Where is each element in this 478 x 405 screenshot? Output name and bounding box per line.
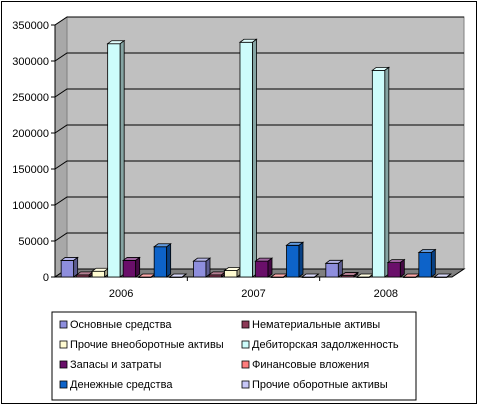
bar-front bbox=[107, 43, 121, 278]
bar-side bbox=[119, 39, 125, 278]
legend-swatch bbox=[59, 320, 68, 329]
legend-entry: Запасы и затраты bbox=[59, 359, 161, 371]
legend-label: Прочие внеоборотные активы bbox=[70, 339, 224, 351]
bar bbox=[152, 242, 172, 278]
bar-front bbox=[239, 41, 253, 278]
legend-swatch bbox=[59, 380, 68, 389]
y-tick-label: 0 bbox=[43, 272, 49, 284]
bar-front bbox=[387, 262, 401, 278]
legend-label: Денежные средства bbox=[70, 379, 173, 391]
bar bbox=[300, 273, 320, 278]
y-gridline bbox=[54, 88, 464, 98]
bar bbox=[207, 271, 227, 278]
y-gridline bbox=[54, 160, 464, 170]
legend-entry: Финансовые вложения bbox=[241, 359, 369, 371]
x-tick-label: 2008 bbox=[374, 288, 398, 300]
y-gridline bbox=[54, 16, 464, 26]
bar-front bbox=[325, 262, 339, 278]
bar bbox=[340, 271, 360, 278]
legend: Основные средства Нематериальные активы Пр… bbox=[51, 311, 417, 401]
legend-entry: Прочие оборотные активы bbox=[241, 379, 388, 391]
bar bbox=[417, 248, 437, 278]
bar-front bbox=[193, 260, 207, 278]
legend-label: Финансовые вложения bbox=[252, 359, 369, 371]
bar-front bbox=[60, 260, 75, 278]
bar-side bbox=[298, 241, 304, 278]
legend-swatch bbox=[241, 320, 250, 329]
y-tick-label: 150000 bbox=[12, 164, 49, 176]
bar-side bbox=[353, 271, 359, 278]
y-tick-label: 200000 bbox=[12, 128, 49, 140]
plot-area: 0 50000 100000 150000 200000 250000 300000 3500… bbox=[12, 16, 466, 300]
bar-side bbox=[267, 257, 273, 278]
bar-side bbox=[399, 258, 405, 278]
y-tick-label: 50000 bbox=[18, 236, 49, 248]
bar bbox=[75, 271, 95, 278]
x-tick-label: 2007 bbox=[241, 288, 265, 300]
bar-side bbox=[135, 256, 141, 278]
bar-front bbox=[91, 270, 106, 278]
bar bbox=[269, 273, 289, 278]
plot-side-wall bbox=[54, 16, 68, 278]
legend-box bbox=[51, 311, 417, 401]
bar bbox=[433, 273, 453, 278]
bar bbox=[192, 257, 212, 278]
legend-entry: Денежные средства bbox=[59, 379, 173, 391]
bar-front bbox=[153, 246, 168, 278]
x-tick-label: 2006 bbox=[109, 288, 133, 300]
legend-label: Прочие оборотные активы bbox=[252, 379, 388, 391]
legend-entry: Нематериальные активы bbox=[241, 319, 380, 331]
bar bbox=[238, 38, 258, 278]
legend-swatch bbox=[241, 340, 250, 349]
bar bbox=[106, 39, 126, 278]
bar-side bbox=[166, 242, 172, 278]
bar bbox=[90, 267, 110, 278]
bar-front bbox=[224, 270, 238, 278]
bar-front bbox=[371, 69, 386, 278]
legend-label: Запасы и затраты bbox=[70, 359, 161, 371]
legend-swatch bbox=[241, 380, 250, 389]
y-tick-label: 250000 bbox=[12, 92, 49, 104]
bar-front bbox=[286, 244, 300, 278]
bar-front bbox=[255, 260, 269, 278]
legend-swatch bbox=[59, 360, 68, 369]
legend-entry: Основные средства bbox=[59, 319, 172, 331]
bar-side bbox=[181, 273, 187, 278]
y-gridline bbox=[54, 232, 464, 242]
plot-back-wall bbox=[66, 16, 465, 270]
bar-front bbox=[418, 252, 432, 278]
y-gridline bbox=[54, 196, 464, 206]
legend-entry: Дебиторская задолженность bbox=[241, 339, 399, 351]
bar-side bbox=[252, 38, 257, 278]
bar bbox=[223, 266, 243, 278]
bar bbox=[59, 256, 79, 278]
bar-side bbox=[314, 273, 319, 278]
legend-label: Дебиторская задолженность bbox=[252, 339, 399, 351]
bar-side bbox=[430, 248, 436, 278]
legend-swatch bbox=[59, 340, 68, 349]
bar bbox=[285, 241, 305, 278]
bar bbox=[254, 257, 274, 278]
bar-front bbox=[122, 260, 137, 278]
legend-label: Основные средства bbox=[70, 319, 172, 331]
bar-side bbox=[384, 66, 390, 278]
y-gridline bbox=[54, 52, 464, 62]
y-tick-label: 350000 bbox=[12, 20, 49, 32]
y-tick-label: 100000 bbox=[12, 200, 49, 212]
legend-swatch bbox=[241, 360, 250, 369]
bar bbox=[121, 256, 141, 278]
bar-side bbox=[446, 273, 452, 278]
bar bbox=[371, 66, 391, 278]
y-tick-label: 300000 bbox=[12, 56, 49, 68]
bar-side bbox=[337, 259, 343, 278]
bar bbox=[168, 273, 188, 278]
bar bbox=[386, 258, 406, 278]
legend-label: Нематериальные активы bbox=[252, 319, 380, 331]
legend-entry: Прочие внеоборотные активы bbox=[59, 339, 224, 351]
y-gridline bbox=[54, 124, 464, 134]
bar bbox=[324, 259, 344, 278]
